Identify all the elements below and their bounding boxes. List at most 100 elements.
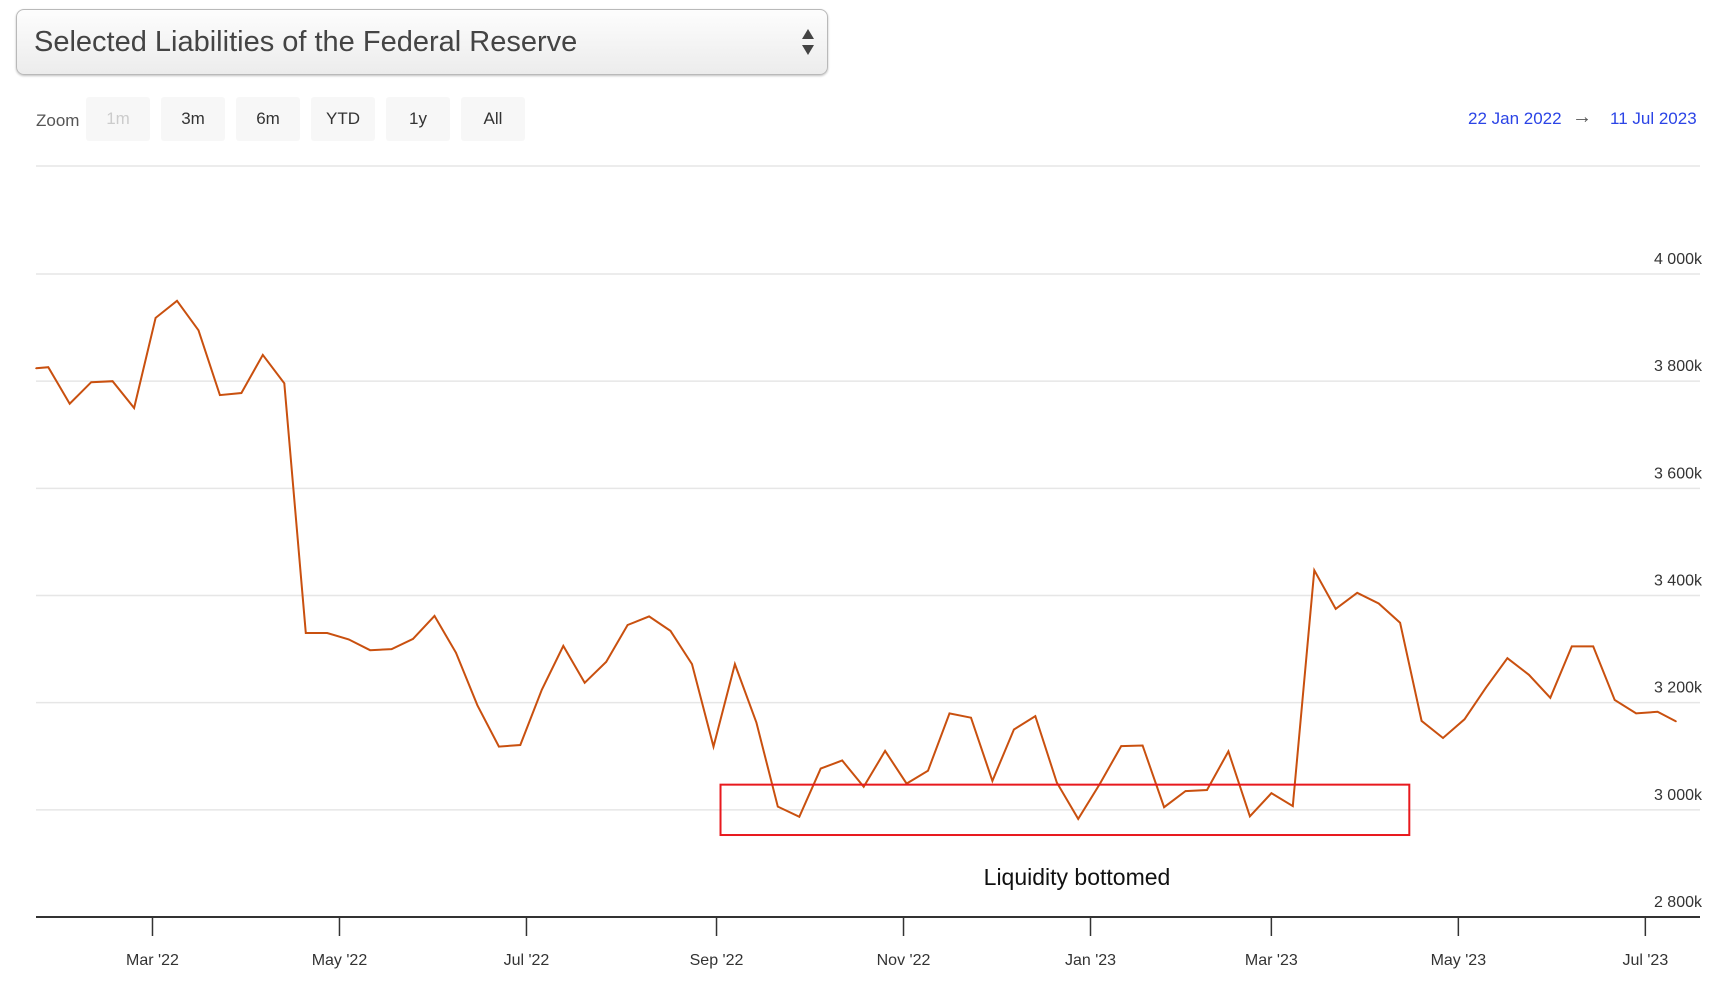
data-point <box>862 785 865 788</box>
data-point <box>47 366 50 369</box>
data-point <box>562 645 565 647</box>
data-point <box>283 382 286 385</box>
data-point <box>1377 602 1380 605</box>
data-point <box>133 407 135 409</box>
data-point <box>1249 815 1251 818</box>
range-arrow-icon: → <box>1572 106 1592 128</box>
data-point <box>1549 697 1552 699</box>
data-point <box>712 745 715 748</box>
x-tick-label: Nov '22 <box>877 952 931 969</box>
zoom-3m-button[interactable]: 3m <box>161 97 225 141</box>
range-to-date[interactable]: 11 Jul 2023 <box>1610 109 1697 128</box>
data-point <box>90 381 92 384</box>
zoom-all-button[interactable]: All <box>461 97 525 141</box>
zoom-1y-button[interactable]: 1y <box>386 97 450 141</box>
x-tick-label: Jul '22 <box>504 952 550 969</box>
y-tick-label: 3 600k <box>1654 465 1703 482</box>
data-point <box>111 380 114 382</box>
data-point <box>1675 720 1677 723</box>
zoom-1m-button[interactable]: 1m <box>86 97 150 141</box>
zoom-6m-button[interactable]: 6m <box>236 97 300 141</box>
data-point <box>1570 645 1573 648</box>
data-point <box>1656 710 1659 713</box>
y-tick-label: 3 800k <box>1654 358 1703 375</box>
data-point <box>262 354 264 356</box>
data-point <box>605 661 607 663</box>
data-point <box>1034 715 1037 717</box>
x-tick-label: Mar '22 <box>126 952 179 969</box>
data-point <box>369 649 371 651</box>
data-point <box>1506 657 1509 659</box>
y-tick-label: 3 400k <box>1654 573 1703 590</box>
data-point <box>927 769 929 772</box>
x-tick-label: Mar '23 <box>1245 952 1298 969</box>
data-point <box>390 648 393 650</box>
zoom-label: Zoom <box>36 111 80 130</box>
data-point <box>1184 790 1187 792</box>
up-down-arrows-icon <box>802 29 814 55</box>
x-tick-label: May '23 <box>1431 952 1487 969</box>
data-point <box>1077 818 1080 820</box>
data-point <box>798 815 801 818</box>
data-point <box>35 367 37 370</box>
dataset-selector[interactable]: Selected Liabilities of the Federal Rese… <box>16 9 828 75</box>
data-point <box>1442 737 1444 739</box>
series-line <box>35 299 1677 821</box>
data-point <box>1206 789 1208 791</box>
data-point <box>1356 592 1358 594</box>
range-from-date[interactable]: 22 Jan 2022 <box>1468 109 1562 128</box>
data-point <box>197 329 200 332</box>
data-point <box>412 638 414 640</box>
data-point <box>68 402 71 405</box>
data-point <box>991 780 994 782</box>
data-point <box>626 624 629 626</box>
data-point <box>1163 806 1165 808</box>
data-point <box>691 663 693 665</box>
data-point <box>583 682 586 684</box>
data-point <box>648 615 650 618</box>
y-tick-label: 3 200k <box>1654 680 1703 697</box>
data-point <box>1463 718 1466 721</box>
data-point <box>1613 699 1616 701</box>
data-point <box>498 745 500 748</box>
data-point <box>1120 745 1122 747</box>
data-point <box>1141 744 1144 747</box>
data-point <box>948 712 951 715</box>
data-point <box>1270 792 1273 795</box>
annotation-label: Liquidity bottomed <box>984 864 1171 890</box>
data-point <box>970 716 972 719</box>
data-point <box>455 652 457 654</box>
data-point <box>1399 622 1401 624</box>
data-point <box>154 317 157 319</box>
x-tick-label: Sep '22 <box>690 952 744 969</box>
zoom-ytd-button[interactable]: YTD <box>311 97 375 141</box>
data-point <box>304 632 307 634</box>
data-point <box>1292 805 1294 807</box>
x-tick-label: May '22 <box>312 952 368 969</box>
y-tick-label: 4 000k <box>1654 251 1703 268</box>
data-point <box>326 632 329 634</box>
data-point <box>1592 645 1595 648</box>
data-point <box>884 750 886 752</box>
data-point <box>219 394 221 396</box>
data-point <box>519 744 522 746</box>
data-point <box>176 299 178 302</box>
x-tick-label: Jan '23 <box>1065 952 1116 969</box>
data-point <box>433 615 436 617</box>
data-point <box>1635 712 1637 715</box>
data-point <box>1313 569 1316 572</box>
y-tick-label: 3 000k <box>1654 787 1703 804</box>
dataset-selector-label: Selected Liabilities of the Federal Rese… <box>34 26 578 58</box>
data-point <box>476 704 479 707</box>
data-point <box>669 630 672 632</box>
data-point <box>841 759 844 762</box>
data-point <box>1013 728 1015 731</box>
y-tick-label: 2 800k <box>1654 894 1703 911</box>
data-point <box>240 392 243 394</box>
data-point <box>1528 674 1530 676</box>
data-point <box>777 805 779 808</box>
data-point <box>1485 686 1487 689</box>
data-point <box>1420 720 1423 722</box>
data-point <box>1334 608 1337 610</box>
